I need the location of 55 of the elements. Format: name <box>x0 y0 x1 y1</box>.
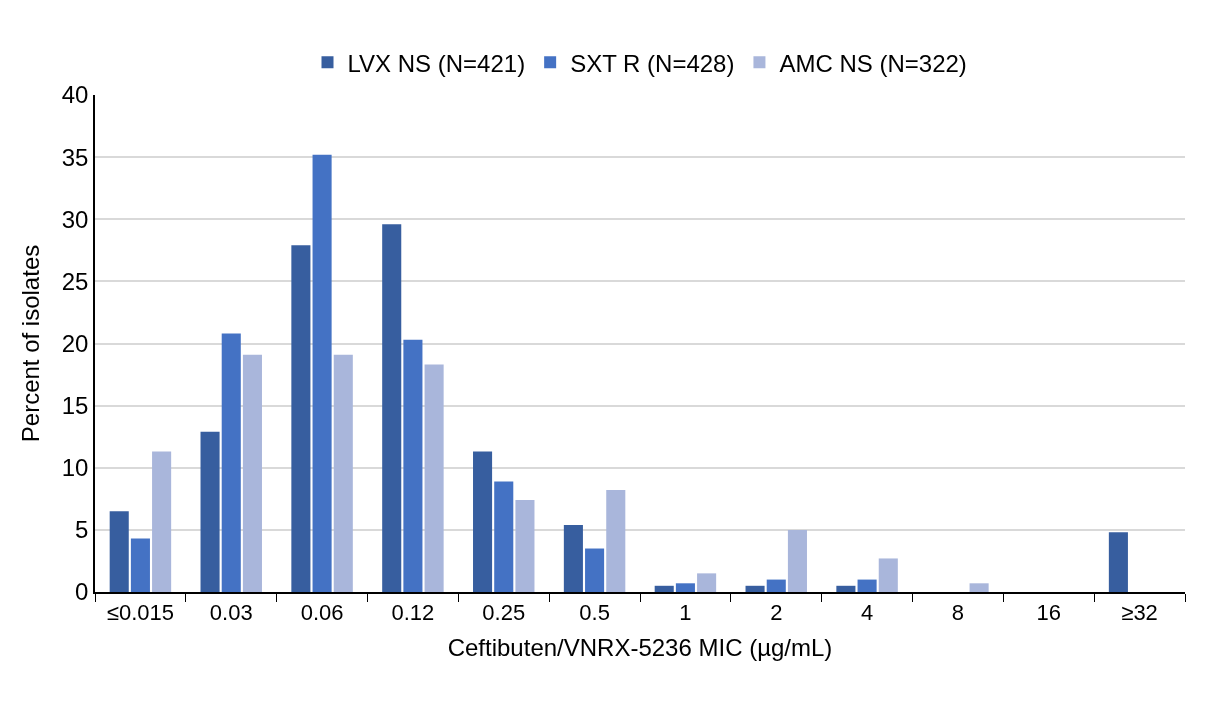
bar <box>675 583 695 592</box>
bar <box>878 558 898 592</box>
bar <box>766 579 786 592</box>
bar <box>857 579 877 592</box>
y-tick-label: 30 <box>61 205 89 233</box>
x-tick-label: 0.25 <box>482 600 526 626</box>
bar <box>494 481 514 592</box>
x-tick-label: 0.5 <box>579 600 610 626</box>
bar <box>403 339 423 592</box>
x-tick-label: 0.06 <box>300 600 344 626</box>
bar <box>109 511 129 592</box>
bar <box>333 354 353 592</box>
bar <box>291 245 311 592</box>
bar <box>745 585 765 592</box>
x-tick-label: 2 <box>770 600 783 626</box>
bar <box>221 333 241 592</box>
x-tick-label: ≥32 <box>1121 600 1158 626</box>
x-tick-label: 16 <box>1036 600 1061 626</box>
x-tick-label: 4 <box>860 600 874 626</box>
bar <box>969 583 989 592</box>
y-tick-label: 0 <box>75 578 89 606</box>
bar <box>473 451 493 592</box>
y-tick-label: 40 <box>61 81 89 109</box>
legend-label: SXT R (N=428) <box>570 49 735 77</box>
bar <box>242 354 262 592</box>
bar <box>382 224 402 592</box>
bar <box>1108 532 1128 592</box>
x-tick-label: 0.03 <box>209 600 253 626</box>
bar <box>787 529 807 592</box>
x-tick-label: 1 <box>679 600 692 626</box>
y-tick-label: 35 <box>61 143 89 171</box>
y-tick-label: 25 <box>61 267 89 295</box>
y-tick-label: 10 <box>61 454 89 482</box>
bar <box>606 490 626 592</box>
x-tick-label: 8 <box>951 600 965 626</box>
bar <box>585 548 605 592</box>
y-tick-label: 20 <box>61 329 89 357</box>
y-tick-label: 5 <box>75 516 89 544</box>
bar <box>424 364 444 592</box>
y-tick-label: 15 <box>61 392 89 420</box>
x-tick-label: ≤0.015 <box>106 600 174 626</box>
bar <box>312 154 332 592</box>
bar <box>836 585 856 592</box>
bar <box>563 524 583 592</box>
y-axis-title: Percent of isolates <box>17 244 45 443</box>
x-axis-title: Ceftibuten/VNRX-5236 MIC (µg/mL) <box>447 634 833 662</box>
bar <box>130 538 150 592</box>
bar <box>200 431 220 592</box>
bar <box>515 500 535 592</box>
legend-label: AMC NS (N=322) <box>779 49 967 77</box>
bar <box>697 573 717 592</box>
legend-label: LVX NS (N=421) <box>347 49 526 77</box>
x-tick-label: 0.12 <box>391 600 435 626</box>
bar <box>654 585 674 592</box>
bar <box>152 451 172 592</box>
